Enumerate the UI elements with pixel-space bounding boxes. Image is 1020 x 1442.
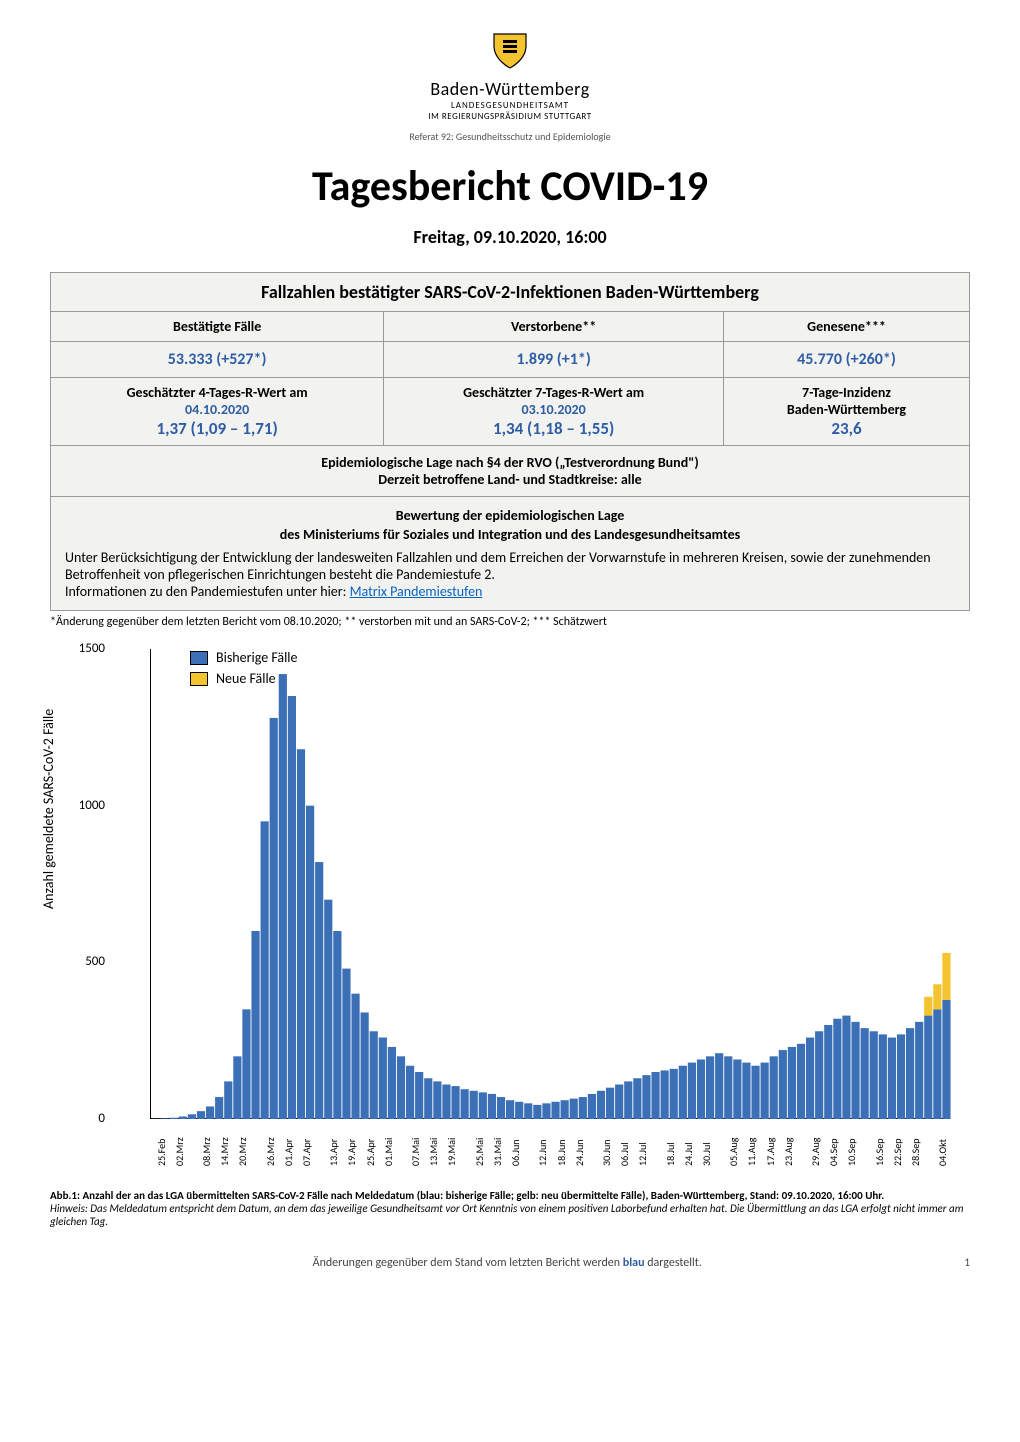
caption-line1: Abb.1: Anzahl der an das LGA übermittelt… bbox=[50, 1189, 970, 1202]
incidence-label: 7-Tage-Inzidenz bbox=[734, 384, 959, 401]
stats-table: Fallzahlen bestätigter SARS-CoV-2-Infekt… bbox=[50, 272, 970, 611]
cases-chart: Anzahl gemeldete SARS-CoV-2 Fälle Bisher… bbox=[50, 639, 970, 1179]
logo-line3: Referat 92: Gesundheitsschutz und Epidem… bbox=[50, 130, 970, 143]
assessment-info: Informationen zu den Pandemiestufen unte… bbox=[65, 583, 955, 600]
y-axis-label: Anzahl gemeldete SARS-CoV-2 Fälle bbox=[40, 709, 57, 909]
r4-label: Geschätzter 4-Tages-R-Wert am bbox=[61, 384, 373, 401]
r4-date: 04.10.2020 bbox=[61, 401, 373, 418]
r7-label: Geschätzter 7-Tages-R-Wert am bbox=[394, 384, 713, 401]
assessment-body: Unter Berücksichtigung der Entwicklung d… bbox=[65, 549, 955, 583]
col-recovered: Genesene*** bbox=[723, 312, 969, 342]
r7-value: 1,34 (1,18 – 1,55) bbox=[394, 418, 713, 439]
col-deceased: Verstorbene** bbox=[384, 312, 724, 342]
logo-line2: IM REGIERUNGSPRÄSIDIUM STUTTGART bbox=[50, 111, 970, 122]
incidence-header: 7-Tage-Inzidenz Baden-Württemberg 23,6 bbox=[723, 378, 969, 446]
assessment-cell: Bewertung der epidemiologischen Lage des… bbox=[51, 497, 970, 611]
footer-text-a: Änderungen gegenüber dem Stand vom letzt… bbox=[313, 1256, 623, 1270]
state-crest-icon bbox=[489, 30, 531, 72]
val-confirmed: 53.333 (+527*) bbox=[51, 342, 384, 378]
plot-area bbox=[150, 649, 950, 1119]
col-confirmed: Bestätigte Fälle bbox=[51, 312, 384, 342]
val-recovered: 45.770 (+260*) bbox=[723, 342, 969, 378]
bars-svg bbox=[151, 649, 951, 1119]
assessment-sub: des Ministeriums für Soziales und Integr… bbox=[65, 526, 955, 543]
epi-line1: Epidemiologische Lage nach §4 der RVO („… bbox=[61, 454, 959, 471]
epi-cell: Epidemiologische Lage nach §4 der RVO („… bbox=[51, 446, 970, 497]
assessment-info-prefix: Informationen zu den Pandemiestufen unte… bbox=[65, 583, 350, 600]
caption-line2: Hinweis: Das Meldedatum entspricht dem D… bbox=[50, 1202, 970, 1228]
footer-text-b: blau bbox=[623, 1256, 645, 1270]
val-deceased: 1.899 (+1*) bbox=[384, 342, 724, 378]
r4-value: 1,37 (1,09 – 1,71) bbox=[61, 418, 373, 439]
x-ticks: 25.Feb02.Mrz08.Mrz14.Mrz20.Mrz26.Mrz01.A… bbox=[150, 1124, 950, 1179]
logo-header: Baden-Württemberg LANDESGESUNDHEITSAMT I… bbox=[50, 30, 970, 143]
r7-date: 03.10.2020 bbox=[394, 401, 713, 418]
chart-caption: Abb.1: Anzahl der an das LGA übermittelt… bbox=[50, 1189, 970, 1228]
page-footer: Änderungen gegenüber dem Stand vom letzt… bbox=[50, 1256, 970, 1270]
assessment-title: Bewertung der epidemiologischen Lage bbox=[65, 507, 955, 524]
r7-header: Geschätzter 7-Tages-R-Wert am 03.10.2020… bbox=[384, 378, 724, 446]
epi-line2: Derzeit betroffene Land- und Stadtkreise… bbox=[61, 471, 959, 488]
page-number: 1 bbox=[964, 1256, 970, 1269]
incidence-value: 23,6 bbox=[734, 418, 959, 439]
logo-state-name: Baden-Württemberg bbox=[50, 78, 970, 100]
footer-text-c: dargestellt. bbox=[645, 1256, 702, 1270]
logo-line1: LANDESGESUNDHEITSAMT bbox=[50, 100, 970, 111]
table-footnote: *Änderung gegenüber dem letzten Bericht … bbox=[50, 615, 970, 629]
r4-header: Geschätzter 4-Tages-R-Wert am 04.10.2020… bbox=[51, 378, 384, 446]
report-date: Freitag, 09.10.2020, 16:00 bbox=[50, 226, 970, 248]
incidence-region: Baden-Württemberg bbox=[734, 401, 959, 418]
table-section-header: Fallzahlen bestätigter SARS-CoV-2-Infekt… bbox=[51, 273, 970, 312]
page-title: Tagesbericht COVID-19 bbox=[50, 161, 970, 212]
pandemic-matrix-link[interactable]: Matrix Pandemiestufen bbox=[350, 583, 483, 600]
